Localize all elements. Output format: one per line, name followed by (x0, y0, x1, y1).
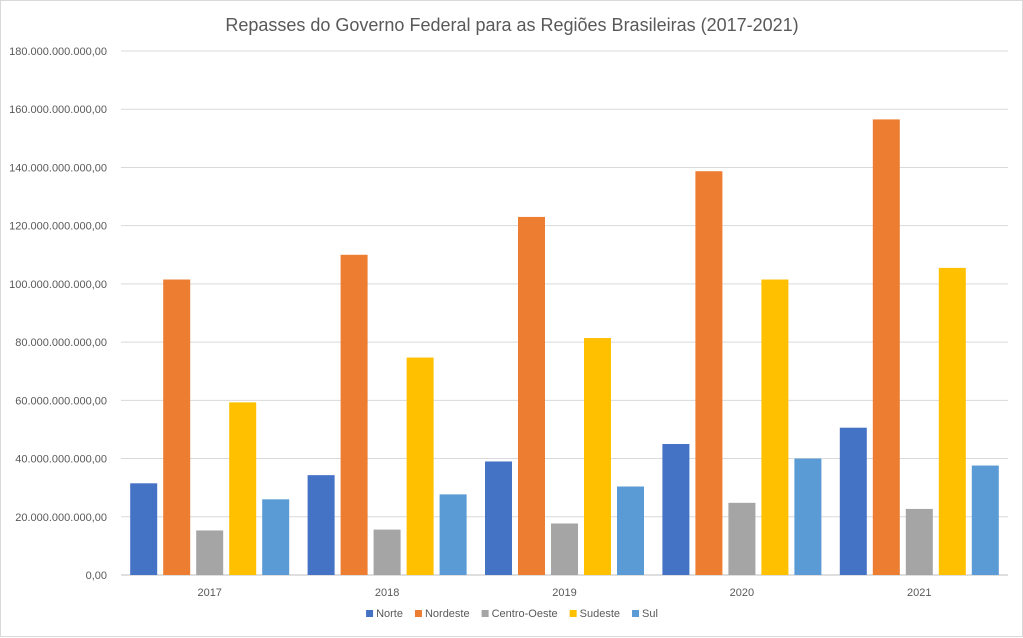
bar-centro-oeste-2021 (905, 508, 933, 575)
legend-swatch (366, 610, 374, 617)
x-tick-label: 2018 (375, 587, 399, 599)
bar-nordeste-2021 (872, 119, 900, 576)
y-tick-label: 20.000.000.000,00 (15, 512, 107, 524)
bar-norte-2018 (307, 475, 335, 575)
bar-sul-2021 (971, 465, 999, 575)
x-tick-label: 2019 (552, 587, 576, 599)
legend-label: Sul (642, 608, 658, 620)
legend-swatch (632, 610, 640, 617)
legend-swatch (569, 610, 577, 617)
y-tick-label: 60.000.000.000,00 (15, 395, 107, 407)
x-axis-ticks: 2017 2018 2019 2020 2021 (197, 587, 931, 599)
bar-nordeste-2018 (340, 254, 368, 575)
bar-norte-2019 (485, 461, 512, 575)
legend-label: Sudeste (580, 608, 620, 620)
bar-sul-2017 (262, 499, 290, 575)
bar-norte-2017 (130, 483, 158, 575)
legend-swatch (481, 610, 489, 617)
bar-sudeste-2021 (938, 267, 966, 575)
legend: Norte Nordeste Centro-Oeste Sudeste Sul (366, 608, 658, 620)
legend-swatch (414, 610, 422, 617)
bars (130, 119, 999, 576)
bar-nordeste-2017 (163, 279, 191, 575)
y-axis-ticks: 0,00 20.000.000.000,00 40.000.000.000,00 60… (9, 46, 107, 582)
bar-norte-2020 (662, 444, 690, 575)
bar-sul-2020 (794, 458, 822, 575)
bar-sudeste-2017 (229, 402, 257, 575)
bar-sul-2019 (617, 486, 644, 575)
bar-sudeste-2018 (406, 357, 434, 575)
y-tick-label: 40.000.000.000,00 (15, 454, 107, 466)
y-tick-label: 80.000.000.000,00 (15, 337, 107, 349)
bar-nordeste-2020 (695, 171, 723, 575)
legend-label: Nordeste (425, 608, 470, 620)
legend-label: Norte (376, 608, 403, 620)
bar-sudeste-2020 (761, 279, 789, 575)
legend-label: Centro-Oeste (492, 608, 558, 620)
bar-sudeste-2019 (584, 338, 611, 575)
y-tick-label: 120.000.000.000,00 (9, 221, 107, 233)
x-tick-label: 2017 (197, 587, 221, 599)
bar-norte-2021 (839, 427, 867, 575)
bar-centro-oeste-2017 (196, 530, 224, 575)
y-tick-label: 140.000.000.000,00 (9, 162, 107, 174)
x-tick-label: 2021 (907, 587, 931, 599)
bar-centro-oeste-2018 (373, 529, 401, 575)
x-tick-label: 2020 (730, 587, 754, 599)
y-tick-label: 180.000.000.000,00 (9, 46, 107, 58)
bar-sul-2018 (439, 494, 467, 575)
bar-centro-oeste-2019 (551, 523, 578, 575)
bar-centro-oeste-2020 (728, 502, 756, 575)
y-tick-label: 0,00 (86, 570, 107, 582)
chart-title: Repasses do Governo Federal para as Regi… (225, 15, 798, 35)
y-tick-label: 160.000.000.000,00 (9, 104, 107, 116)
y-tick-label: 100.000.000.000,00 (9, 279, 107, 291)
bar-nordeste-2019 (518, 216, 545, 575)
